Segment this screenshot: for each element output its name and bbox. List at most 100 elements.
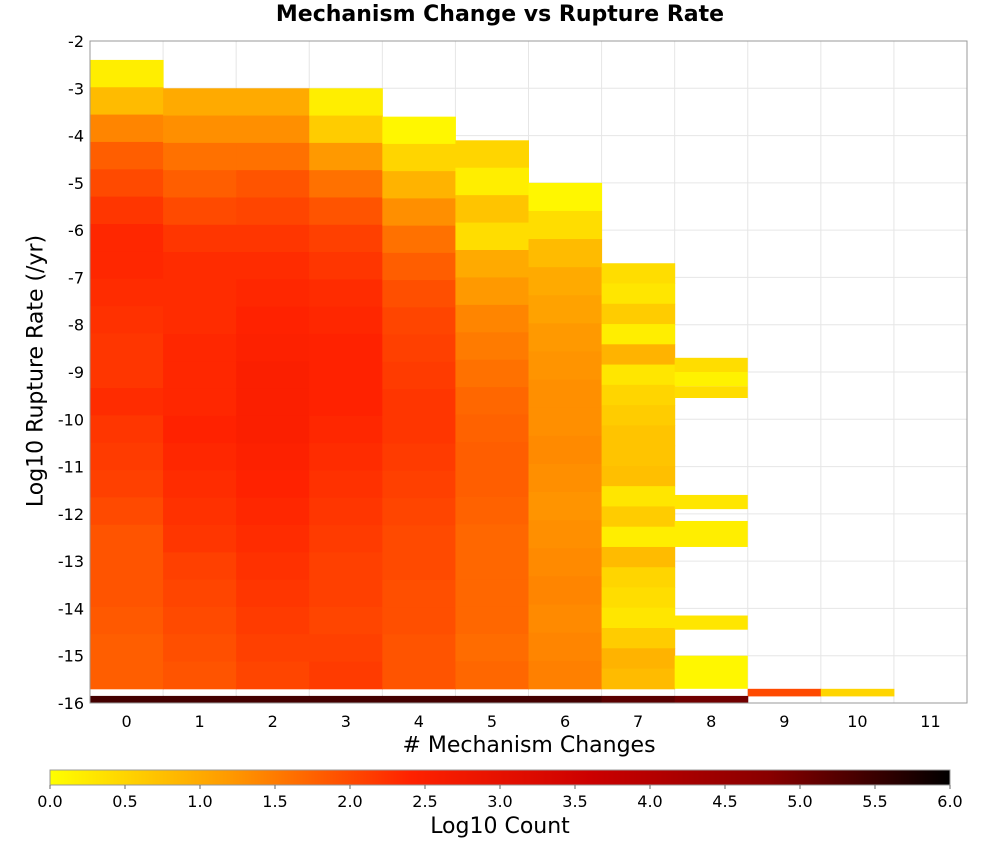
- heatmap-cell: [163, 470, 237, 499]
- heatmap-cell: [309, 661, 383, 690]
- heatmap-cell: [90, 388, 164, 416]
- heatmap-cell: [90, 251, 164, 280]
- heatmap-cell: [236, 252, 310, 280]
- heatmap-cell: [236, 170, 310, 198]
- x-tick-label: 6: [560, 712, 570, 731]
- heatmap-cell: [90, 634, 164, 662]
- heatmap-cell: [163, 88, 237, 117]
- heatmap-cell: [163, 333, 237, 362]
- heatmap-cell: [90, 606, 164, 635]
- heatmap-cell: [309, 224, 383, 253]
- heatmap-cell: [163, 634, 237, 663]
- heatmap-cell: [382, 334, 456, 363]
- x-tick-label: 3: [341, 712, 351, 731]
- heatmap-cell: [236, 415, 310, 444]
- y-tick-label: -15: [58, 647, 84, 666]
- y-tick-label: -9: [68, 363, 84, 382]
- heatmap-cell: [236, 197, 310, 226]
- heatmap-cell: [382, 607, 456, 635]
- heatmap-cell: [382, 116, 456, 145]
- heatmap-cell: [236, 695, 310, 703]
- x-tick-label: 10: [847, 712, 867, 731]
- y-tick-label: -4: [68, 127, 84, 146]
- heatmap-cell: [382, 361, 456, 390]
- heatmap-cell: [601, 465, 676, 487]
- heatmap-cell: [601, 506, 676, 528]
- heatmap-cell: [90, 141, 164, 170]
- heatmap-cell: [528, 548, 603, 577]
- heatmap-cell: [674, 520, 748, 547]
- heatmap-cell: [528, 492, 603, 521]
- heatmap-cell: [674, 357, 748, 372]
- colorbar-tick-label: 1.5: [262, 792, 287, 811]
- heatmap-cell: [382, 416, 456, 445]
- heatmap-cell: [601, 587, 676, 609]
- x-tick-label: 7: [633, 712, 643, 731]
- heatmap-cell: [455, 140, 529, 169]
- heatmap-cell: [455, 222, 529, 251]
- heatmap-cell: [382, 252, 456, 281]
- heatmap-cell: [601, 668, 676, 690]
- heatmap-cell: [309, 279, 383, 308]
- heatmap-cell: [309, 579, 383, 608]
- colorbar-tick-label: 3.5: [562, 792, 587, 811]
- heatmap-cell: [90, 169, 164, 198]
- y-tick-label: -11: [58, 458, 84, 477]
- y-tick-label: -10: [58, 410, 84, 429]
- heatmap-cell: [236, 224, 310, 253]
- heatmap-cell: [163, 279, 237, 308]
- heatmap-cell: [455, 250, 529, 278]
- heatmap-cell: [455, 579, 529, 608]
- colorbar-tick-label: 0.0: [37, 792, 62, 811]
- heatmap-cell: [674, 494, 748, 510]
- heatmap-cell: [455, 332, 529, 361]
- heatmap-cell: [528, 182, 603, 212]
- heatmap-cell: [528, 660, 603, 690]
- colorbar-tick-label: 5.5: [862, 792, 887, 811]
- heatmap-cell: [601, 695, 676, 703]
- heatmap-cell: [528, 695, 603, 703]
- heatmap-cell: [163, 388, 237, 417]
- heatmap-cell: [674, 372, 748, 387]
- heatmap-cell: [309, 634, 383, 663]
- heatmap-cell: [528, 520, 603, 549]
- heatmap-cell: [455, 606, 529, 635]
- heatmap-cell: [309, 170, 383, 198]
- heatmap-cell: [309, 197, 383, 226]
- y-tick-label: -12: [58, 505, 84, 524]
- heatmap-cell: [90, 661, 164, 690]
- heatmap-cell: [382, 661, 456, 690]
- heatmap-cell: [163, 115, 237, 144]
- x-tick-label: 8: [706, 712, 716, 731]
- heatmap-cell: [382, 579, 456, 608]
- heatmap-cell: [236, 525, 310, 553]
- colorbar-label: Log10 Count: [430, 814, 570, 839]
- heatmap-cell: [236, 306, 310, 335]
- x-tick-label: 1: [195, 712, 205, 731]
- heatmap-cell: [309, 415, 383, 444]
- heatmap-cell: [528, 351, 603, 381]
- heatmap-cell: [455, 496, 529, 525]
- heatmap-cell: [382, 171, 456, 199]
- heatmap-cell: [455, 387, 529, 416]
- heatmap-cell: [455, 524, 529, 553]
- chart-title: Mechanism Change vs Rupture Rate: [275, 2, 725, 27]
- heatmap-cell: [601, 364, 676, 386]
- heatmap-cell: [601, 486, 676, 507]
- heatmap-cell: [90, 360, 164, 389]
- y-tick-label: -5: [68, 174, 84, 193]
- heatmap-cell: [90, 114, 164, 143]
- heatmap-cell: [601, 384, 676, 406]
- x-tick-label: 2: [268, 712, 278, 731]
- heatmap-cell: [90, 87, 164, 116]
- colorbar-tick-label: 1.0: [187, 792, 212, 811]
- heatmap-cell: [90, 470, 164, 498]
- heatmap-cell: [601, 263, 676, 285]
- heatmap-cell: [382, 389, 456, 417]
- heatmap-cell: [382, 198, 456, 227]
- heatmap-cell: [455, 695, 529, 703]
- heatmap-cell: [163, 606, 237, 635]
- y-tick-label: -14: [58, 599, 84, 618]
- heatmap-cell: [309, 552, 383, 581]
